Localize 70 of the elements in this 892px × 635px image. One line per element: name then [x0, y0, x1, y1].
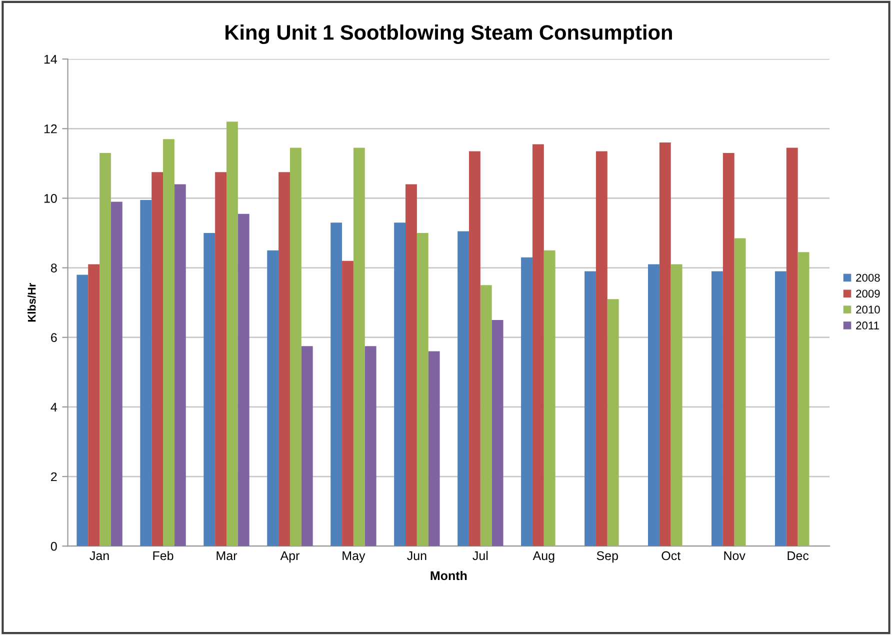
bar [670, 264, 682, 546]
bar [648, 264, 660, 546]
bar [342, 260, 354, 546]
bar [468, 151, 480, 546]
bar [596, 151, 608, 546]
bar [458, 231, 469, 546]
bar [278, 172, 290, 546]
y-tick-label: 4 [50, 402, 58, 412]
x-axis-title: Month [430, 570, 467, 580]
bar [140, 200, 152, 546]
bar [711, 271, 723, 546]
x-tick-label: May [342, 551, 366, 563]
bar [226, 122, 238, 546]
legend-label: 2011 [856, 322, 879, 330]
y-tick-label: 8 [50, 264, 57, 272]
bar [521, 257, 532, 546]
bar [544, 250, 556, 546]
x-tick-label: Jan [90, 551, 109, 560]
y-tick-label: 2 [51, 472, 57, 482]
bar [88, 264, 100, 546]
bar [204, 233, 216, 546]
bar [607, 299, 619, 546]
y-tick-label: 12 [44, 124, 57, 134]
bar [722, 152, 734, 546]
x-tick-label: Apr [280, 551, 300, 563]
bar [364, 346, 376, 546]
y-tick-label: 0 [50, 542, 57, 551]
y-tick-label: 6 [51, 333, 57, 342]
legend-label: 2010 [856, 306, 880, 314]
x-tick-label: Jun [407, 551, 426, 560]
bar [290, 148, 302, 546]
x-tick-label: Oct [662, 551, 680, 560]
bar [163, 139, 174, 546]
bar [330, 222, 342, 546]
bar [659, 142, 671, 546]
x-tick-label: Dec [788, 551, 809, 560]
x-tick-label: Jul [472, 550, 488, 560]
bar [301, 346, 313, 546]
bar [532, 144, 544, 546]
bar [267, 250, 279, 546]
bar [406, 184, 417, 546]
bar [480, 285, 492, 546]
bar [76, 274, 88, 546]
legend-label: 2008 [856, 274, 880, 282]
bar [353, 148, 365, 546]
bar [152, 172, 164, 546]
bar [584, 271, 596, 546]
bar [428, 351, 440, 546]
bar [394, 222, 406, 546]
bar [734, 238, 746, 546]
y-tick-label: 14 [44, 54, 58, 64]
legend-label: 2009 [856, 290, 880, 298]
bar [416, 233, 428, 546]
bar [174, 184, 186, 546]
chart-title: King Unit 1 Sootblowing Steam Consumption [226, 24, 672, 44]
bar [110, 202, 122, 546]
x-tick-label: Nov [724, 551, 746, 560]
bar [238, 214, 250, 546]
bar [798, 252, 810, 546]
bar [786, 148, 798, 546]
bar [774, 271, 786, 546]
x-tick-label: Sep [596, 551, 618, 563]
bar [100, 152, 111, 546]
x-tick-label: Aug [532, 551, 554, 563]
bar [215, 172, 226, 546]
x-tick-label: Mar [216, 551, 238, 560]
y-axis-title: Klbs/Hr [28, 282, 36, 322]
y-tick-label: 10 [44, 194, 57, 203]
bar [492, 320, 504, 546]
x-tick-label: Feb [153, 550, 174, 560]
